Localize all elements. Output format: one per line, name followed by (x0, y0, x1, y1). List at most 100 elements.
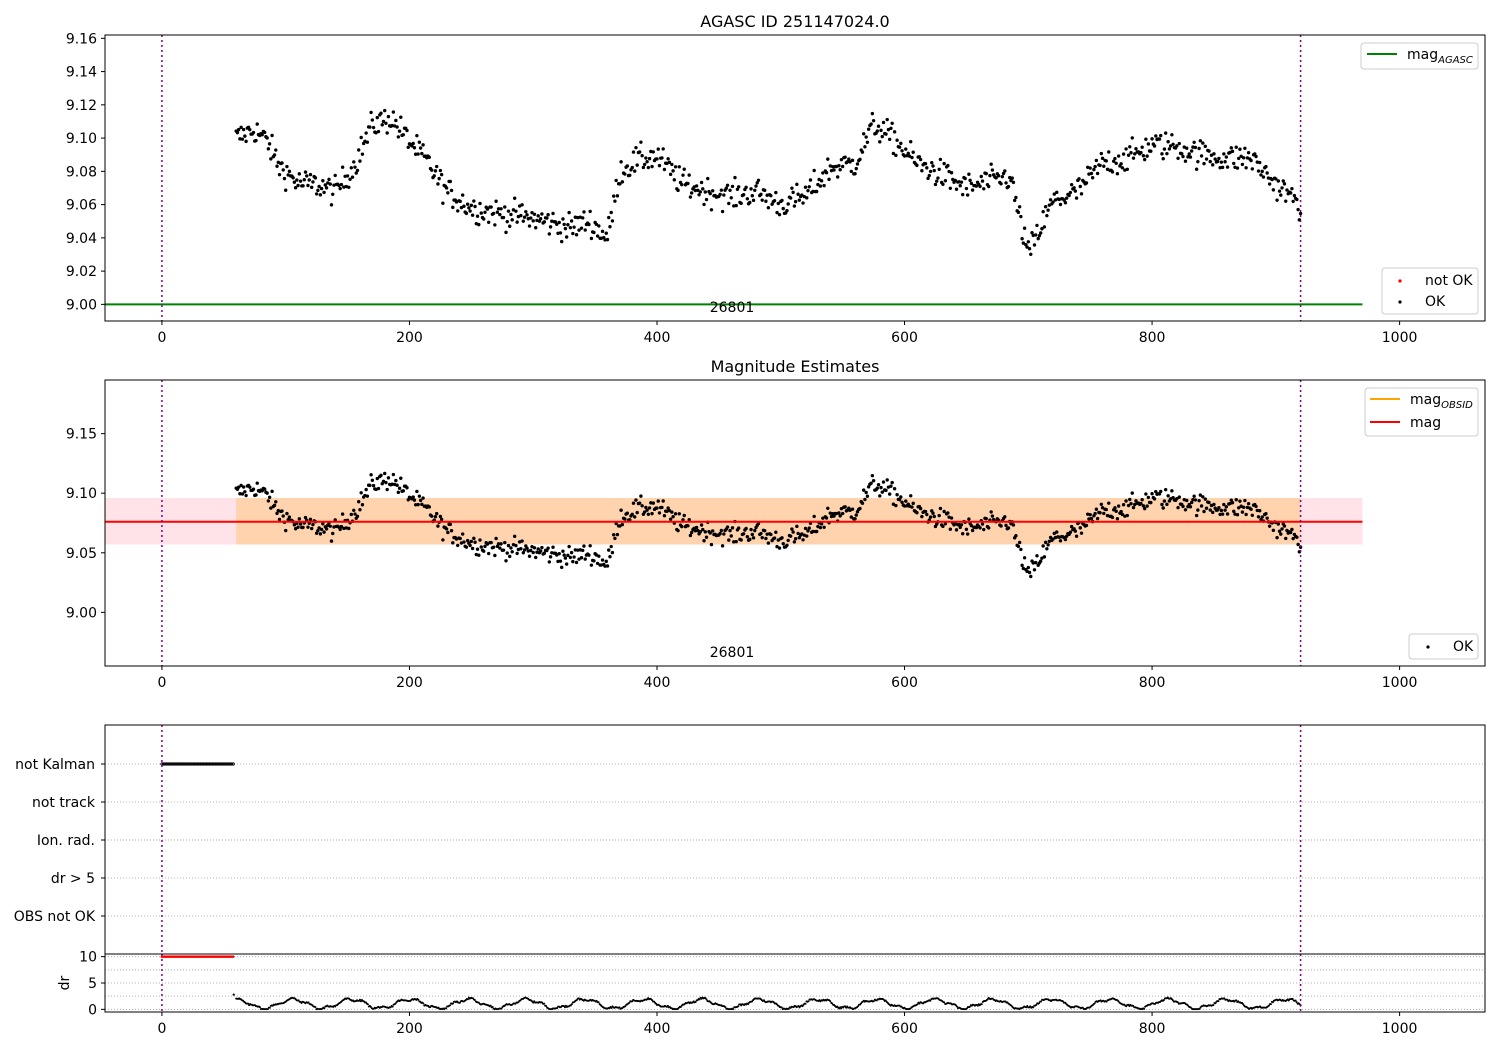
ok-point (340, 512, 345, 516)
ok-point (607, 215, 611, 220)
ok-point (630, 512, 634, 517)
ok-point (619, 160, 623, 164)
ok-point (597, 554, 601, 558)
legend-mag-obsid-label: magOBSID (1410, 392, 1473, 411)
ok-point (849, 515, 854, 519)
ok-point (623, 517, 627, 521)
dr-point (1271, 1001, 1274, 1004)
ok-point (1217, 506, 1221, 510)
ok-point (385, 487, 389, 492)
flag-point (224, 762, 228, 766)
ok-point (446, 191, 450, 195)
ok-point (412, 146, 417, 150)
ok-point (906, 151, 910, 156)
magnitude-panel-frame (104, 379, 1486, 667)
ok-point (1295, 197, 1299, 202)
flag-point (225, 762, 229, 766)
ok-point (642, 510, 647, 514)
agasc-legend-top: magAGASC (1360, 42, 1479, 70)
dr-point (882, 998, 885, 1001)
ok-point (698, 530, 703, 534)
ok-point (1030, 231, 1034, 235)
ok-point (1276, 522, 1281, 526)
ok-point (1114, 509, 1118, 513)
ok-point (1259, 173, 1263, 177)
ok-point (1163, 131, 1168, 135)
ok-point (283, 188, 288, 192)
ok-point (936, 176, 940, 180)
ok-point (357, 500, 361, 504)
ok-point (475, 547, 480, 551)
ok-point (522, 215, 527, 219)
ok-point (855, 162, 860, 166)
ok-point (1166, 139, 1170, 144)
ok-point (702, 539, 706, 543)
ok-point (741, 532, 746, 536)
ok-point (812, 168, 816, 173)
ok-point (1094, 158, 1099, 163)
ok-point (682, 513, 686, 518)
ok-point (416, 152, 420, 156)
ok-point (1037, 233, 1042, 238)
dr-point (232, 993, 235, 996)
ok-point (478, 538, 482, 542)
ok-point (1048, 535, 1053, 540)
flag-point (206, 762, 210, 766)
ok-point (701, 187, 705, 191)
ok-point (942, 509, 946, 514)
ok-point (1004, 523, 1008, 528)
ok-point (1093, 511, 1097, 516)
y-tick-label: 9.08 (66, 164, 97, 180)
ok-point (519, 213, 523, 218)
dr-point (943, 1001, 946, 1004)
ok-point (1194, 167, 1199, 171)
ok-point (587, 553, 591, 557)
ok-point (561, 217, 565, 221)
ok-point (1219, 508, 1224, 513)
ok-point (1201, 495, 1205, 499)
flag-category-label: not track (32, 795, 96, 811)
ok-point (861, 132, 866, 136)
ok-point (728, 528, 732, 533)
ok-point (579, 556, 584, 560)
ok-point (879, 485, 883, 490)
ok-point (1104, 507, 1108, 512)
ok-point (321, 179, 325, 183)
ok-point (703, 530, 707, 534)
ok-point (1230, 149, 1235, 154)
ok-point (472, 199, 476, 203)
ok-point (574, 560, 579, 565)
ok-point (1130, 491, 1134, 495)
ok-point (1197, 498, 1201, 503)
legend-not-ok-label: not OK (1425, 273, 1473, 289)
ok-point (1288, 530, 1293, 535)
ok-point (527, 224, 532, 228)
ok-point (317, 526, 321, 530)
ok-point (720, 209, 725, 214)
ok-point (1161, 506, 1165, 510)
ok-point (832, 514, 836, 518)
dr-point (840, 1007, 843, 1010)
ok-point (355, 514, 360, 519)
ok-point (1120, 166, 1125, 170)
ok-point (1232, 509, 1236, 514)
ok-point (1275, 535, 1279, 540)
ok-point (306, 525, 310, 529)
ok-point (448, 179, 453, 184)
ok-point (920, 514, 924, 519)
ok-point (984, 516, 988, 521)
ok-point (489, 540, 493, 545)
flag-point (221, 762, 225, 766)
ok-point (878, 140, 882, 144)
ok-point (1288, 191, 1293, 195)
ok-point (248, 485, 252, 489)
flag-point (161, 762, 166, 766)
dr-point (491, 1006, 494, 1009)
ok-point (910, 505, 914, 509)
ok-point (255, 481, 259, 485)
dr-point (965, 1007, 968, 1010)
ok-point (1183, 159, 1188, 163)
ok-point (887, 492, 892, 496)
flags-panel-ticks: not Kalman not track Ion. rad. dr > 5 OBS no… (14, 757, 105, 925)
x-tick-label: 600 (891, 1021, 918, 1037)
